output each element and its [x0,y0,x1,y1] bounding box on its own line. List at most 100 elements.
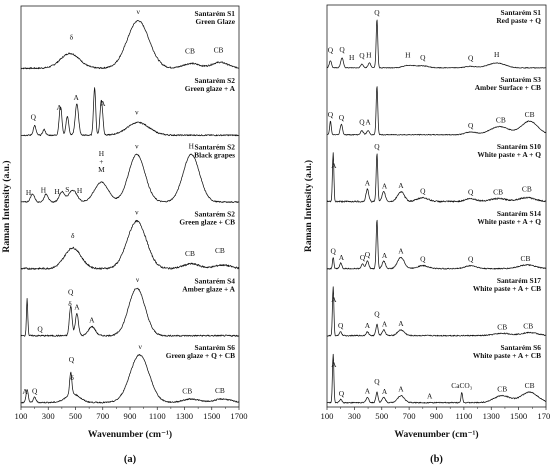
peak-annotation: Q [365,250,371,259]
peak-annotation: CB [497,385,507,394]
x-tick-label: 500 [375,411,388,421]
peak-annotation: Q [420,255,426,264]
x-tick-label: 1100 [455,411,472,421]
series-name: Santarém S3 [501,75,542,84]
peak-annotation: CB [493,188,503,197]
spectrum-line [20,153,239,203]
peak-annotation: A [331,360,337,369]
y-axis-label: Raman Intensity (a.u.) [303,160,314,252]
spectrum-line [20,20,240,70]
peak-annotation: A [331,295,337,304]
peak-annotation: Q [374,142,380,151]
peak-annotation: H [26,188,32,197]
panel-a: 100 300 500 700 900 1100 1300 1500 1700 Wavenumbe… [1,5,248,465]
peak-annotation: CB [215,386,225,395]
peak-annotation: H [494,50,500,59]
series-subtitle: White paste + A + CB [473,284,541,293]
peak-annotation: ν [135,108,139,117]
peak-annotation: Q [68,287,74,296]
panel-label: (a) [124,454,137,465]
panel-b: 100 300 500 700 900 1100 1300 1500 1700 Wavenumbe… [303,4,550,465]
series-name: Santarém S10 [497,142,541,151]
series-subtitle: Green glaze + A [185,84,236,93]
peak-annotation: Q [339,113,345,122]
series-subtitle: Green glaze + Q + CB [166,351,235,360]
peak-annotation: A [56,103,62,112]
peak-annotation: Q [359,118,365,127]
peak-annotation: Q [420,187,426,196]
peak-annotation: A [382,182,388,191]
series-name: Santarém S6 [195,343,236,352]
peak-annotation: Q [330,246,336,255]
peak-annotation: Q [37,325,43,334]
peak-annotation: H [366,51,372,60]
peak-annotation: M [98,165,105,174]
panel-label: (b) [430,454,443,465]
series-subtitle: Black grapes [194,151,235,160]
peak-annotation: CB [182,386,192,395]
peak-annotation: Q [328,46,334,55]
peak-annotation: A [382,319,388,328]
series-subtitle: Green glaze + CB [179,218,235,227]
x-tick-label: 1700 [537,411,550,421]
peak-annotation: + [99,157,103,166]
peak-annotation: ν [137,7,141,16]
series-name: Santarém S4 [195,276,236,285]
series-name: Santarém S2 [195,143,236,152]
x-tick-label: 900 [430,411,443,421]
series-name: Santarém S6 [501,343,542,352]
peak-annotation: Q [420,53,426,62]
peak-annotation: A [365,386,371,395]
peak-annotation: Q [339,45,345,54]
peak-annotation: Q [338,321,344,330]
x-tick-label: 1500 [203,411,220,421]
series-subtitle: Red paste + Q [496,16,541,25]
peak-annotation: CB [496,116,506,125]
series-name: Santarém S2 [195,210,236,219]
x-tick-label: 1700 [230,411,247,421]
peak-annotation: A [398,246,404,255]
series-subtitle: White paste + A + CB [473,351,541,360]
peak-annotation: ν [139,342,143,351]
peak-annotation: Q [374,309,380,318]
peak-annotation: A [339,253,345,262]
peak-annotation: A [398,385,404,394]
peak-annotation: A [365,178,371,187]
series-subtitle: White paste + A + Q [477,150,541,159]
x-tick-label: 500 [69,411,82,421]
peak-annotation: Q [468,121,474,130]
x-tick-label: 700 [403,411,416,421]
series-name: Santarém S17 [497,276,541,285]
y-axis-label: Raman Intensity (a.u.) [1,160,12,252]
x-tick-label: 1300 [483,411,500,421]
peak-annotation: CaCO₃ [451,381,472,390]
series-subtitle: Amber Surface + CB [475,83,541,92]
peak-annotation: ν [135,141,139,150]
series-subtitle: Green Glaze [196,17,236,26]
x-axis-label: Wavenumber (cm⁻¹) [394,429,478,440]
peak-annotation: A [365,321,371,330]
spectrum-line [20,87,240,137]
peak-annotation: Q [468,188,474,197]
x-tick-label: 900 [124,411,137,421]
peak-annotation: H [349,53,355,62]
peak-annotation: Q [374,8,380,17]
x-tick-label: 1100 [149,411,166,421]
peak-annotation: H [77,186,83,195]
peak-annotation: A [427,392,433,401]
x-axis-label: Wavenumber (cm⁻¹) [88,429,172,440]
peak-annotation: CB [497,322,507,331]
series-subtitle: Amber glaze + A [182,284,235,293]
x-tick-label: 300 [348,411,361,421]
peak-annotation: A [382,251,388,260]
